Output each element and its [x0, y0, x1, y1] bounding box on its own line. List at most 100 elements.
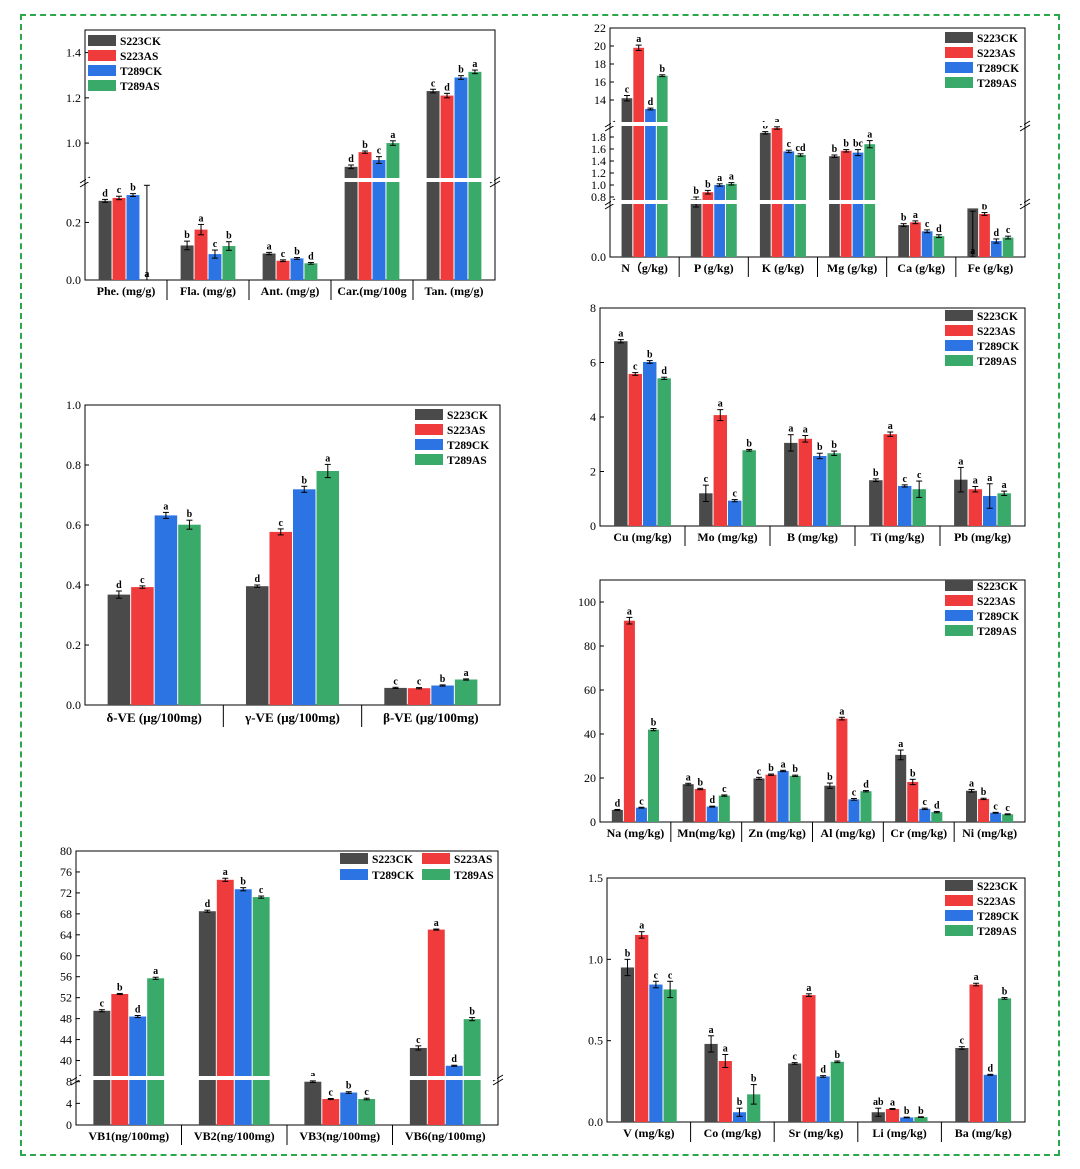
- legend-label: S223CK: [120, 36, 161, 48]
- bar-t289as: [663, 989, 677, 1122]
- bar-t289as: [468, 71, 482, 280]
- bar-t289ck: [921, 231, 933, 257]
- legend-label: T289CK: [977, 911, 1019, 923]
- y-tick-label: 40: [60, 1054, 72, 1068]
- axis-break-gap: [86, 178, 494, 182]
- bar-t289ck: [706, 806, 718, 822]
- plot-frame: [84, 404, 501, 706]
- significance-letter: a: [775, 116, 780, 127]
- significance-letter: a: [627, 606, 632, 617]
- bar-s223ck: [784, 442, 798, 526]
- significance-letter: a: [913, 210, 918, 221]
- bar-s223ck: [621, 98, 633, 257]
- y-tick-label: 0.0: [66, 698, 81, 712]
- bar-t289ck: [777, 770, 789, 822]
- legend-label: S223AS: [447, 425, 485, 437]
- y-tick-label: 8: [66, 1075, 72, 1089]
- bar-t289ck: [732, 1112, 747, 1122]
- x-category-label: Tan. (mg/g): [425, 284, 484, 298]
- legend-swatch-t289as: [415, 454, 443, 465]
- x-category-label: Li (mg/kg): [872, 1126, 926, 1140]
- significance-letter: c: [140, 575, 145, 586]
- y-tick-label: 80: [60, 844, 72, 858]
- significance-letter: b: [346, 1081, 352, 1092]
- bar-t289ck: [445, 1065, 463, 1125]
- y-tick-label: 8: [590, 301, 596, 315]
- bar-t289ck: [813, 455, 827, 526]
- legend-swatch-s223as: [945, 895, 973, 906]
- legend-label: T289CK: [977, 611, 1019, 623]
- bar-t289ck: [848, 799, 860, 822]
- legend-label: T289AS: [120, 81, 160, 93]
- significance-letter: cd: [796, 143, 806, 154]
- axis-break-mark: [1019, 124, 1031, 132]
- bar-t289ck: [900, 1117, 914, 1122]
- bar-t289as: [358, 1099, 376, 1125]
- significance-letter: c: [377, 146, 382, 157]
- bar-t289ck: [816, 1076, 830, 1122]
- significance-letter: c: [1005, 803, 1010, 814]
- legend-swatch-s223ck: [340, 853, 368, 864]
- significance-letter: a: [958, 456, 963, 467]
- significance-letter: c: [917, 470, 922, 481]
- bar-t289as: [830, 1061, 844, 1122]
- axis-break-gap: [611, 200, 1024, 204]
- significance-letter: c: [732, 489, 737, 500]
- significance-letter: c: [364, 1087, 369, 1098]
- bar-t289ck: [645, 109, 656, 257]
- significance-letter: d: [348, 154, 354, 165]
- bar-t289ck: [129, 1016, 147, 1125]
- significance-letter: a: [803, 425, 808, 436]
- significance-letter: a: [974, 972, 979, 983]
- y-tick-label: 0.2: [66, 638, 81, 652]
- significance-letter: d: [988, 1063, 994, 1074]
- x-category-label: δ-VE (μg/100mg): [106, 710, 201, 725]
- bar-s223as: [628, 373, 642, 526]
- significance-letter: c: [100, 999, 105, 1010]
- significance-letter: a: [969, 778, 974, 789]
- bar-s223ck: [829, 156, 840, 257]
- bar-s223as: [623, 620, 635, 822]
- legend-label: T289AS: [977, 356, 1017, 368]
- bar-t289ck: [208, 254, 222, 280]
- significance-letter: b: [904, 1106, 910, 1117]
- significance-letter: c: [1006, 225, 1011, 236]
- x-category-label: Ti (mg/kg): [870, 530, 924, 544]
- significance-letter: b: [240, 877, 246, 888]
- bar-s223ck: [690, 199, 702, 257]
- legend-swatch-t289as: [945, 925, 973, 936]
- significance-letter: b: [762, 121, 768, 132]
- bar-t289as: [914, 1117, 928, 1122]
- y-tick-label: 22: [594, 21, 606, 35]
- significance-letter: a: [1002, 480, 1007, 491]
- y-tick-label: 0: [66, 1118, 72, 1132]
- legend-swatch-s223ck: [945, 880, 973, 891]
- significance-letter: a: [788, 424, 793, 435]
- bar-s223as: [407, 688, 431, 705]
- significance-letter: c: [654, 970, 659, 981]
- bar-s223as: [885, 1108, 900, 1122]
- significance-letter: d: [863, 780, 869, 791]
- significance-letter: a: [781, 759, 786, 770]
- x-category-label: Al (mg/kg): [820, 826, 875, 840]
- bar-s223ck: [753, 778, 765, 822]
- legend-swatch-s223as: [945, 47, 973, 58]
- significance-letter: d: [116, 580, 122, 591]
- bar-s223as: [968, 489, 982, 526]
- bar-t289as: [304, 263, 318, 280]
- bar-t289ck: [290, 258, 304, 280]
- significance-letter: d: [936, 224, 942, 235]
- y-tick-label: 80: [584, 639, 596, 653]
- axis-break-gap: [77, 1076, 497, 1080]
- bar-t289as: [222, 246, 236, 280]
- y-tick-label: 1.6: [591, 142, 606, 156]
- bar-t289as: [997, 493, 1011, 526]
- x-category-label: B (mg/kg): [787, 530, 838, 544]
- significance-letter: a: [970, 246, 975, 257]
- y-tick-label: 1.8: [591, 130, 606, 144]
- significance-letter: d: [615, 798, 621, 809]
- bar-t289as: [747, 1094, 761, 1122]
- bar-t289as: [647, 729, 659, 822]
- x-category-label: V (mg/kg): [623, 1126, 674, 1140]
- significance-letter: d: [994, 228, 1000, 239]
